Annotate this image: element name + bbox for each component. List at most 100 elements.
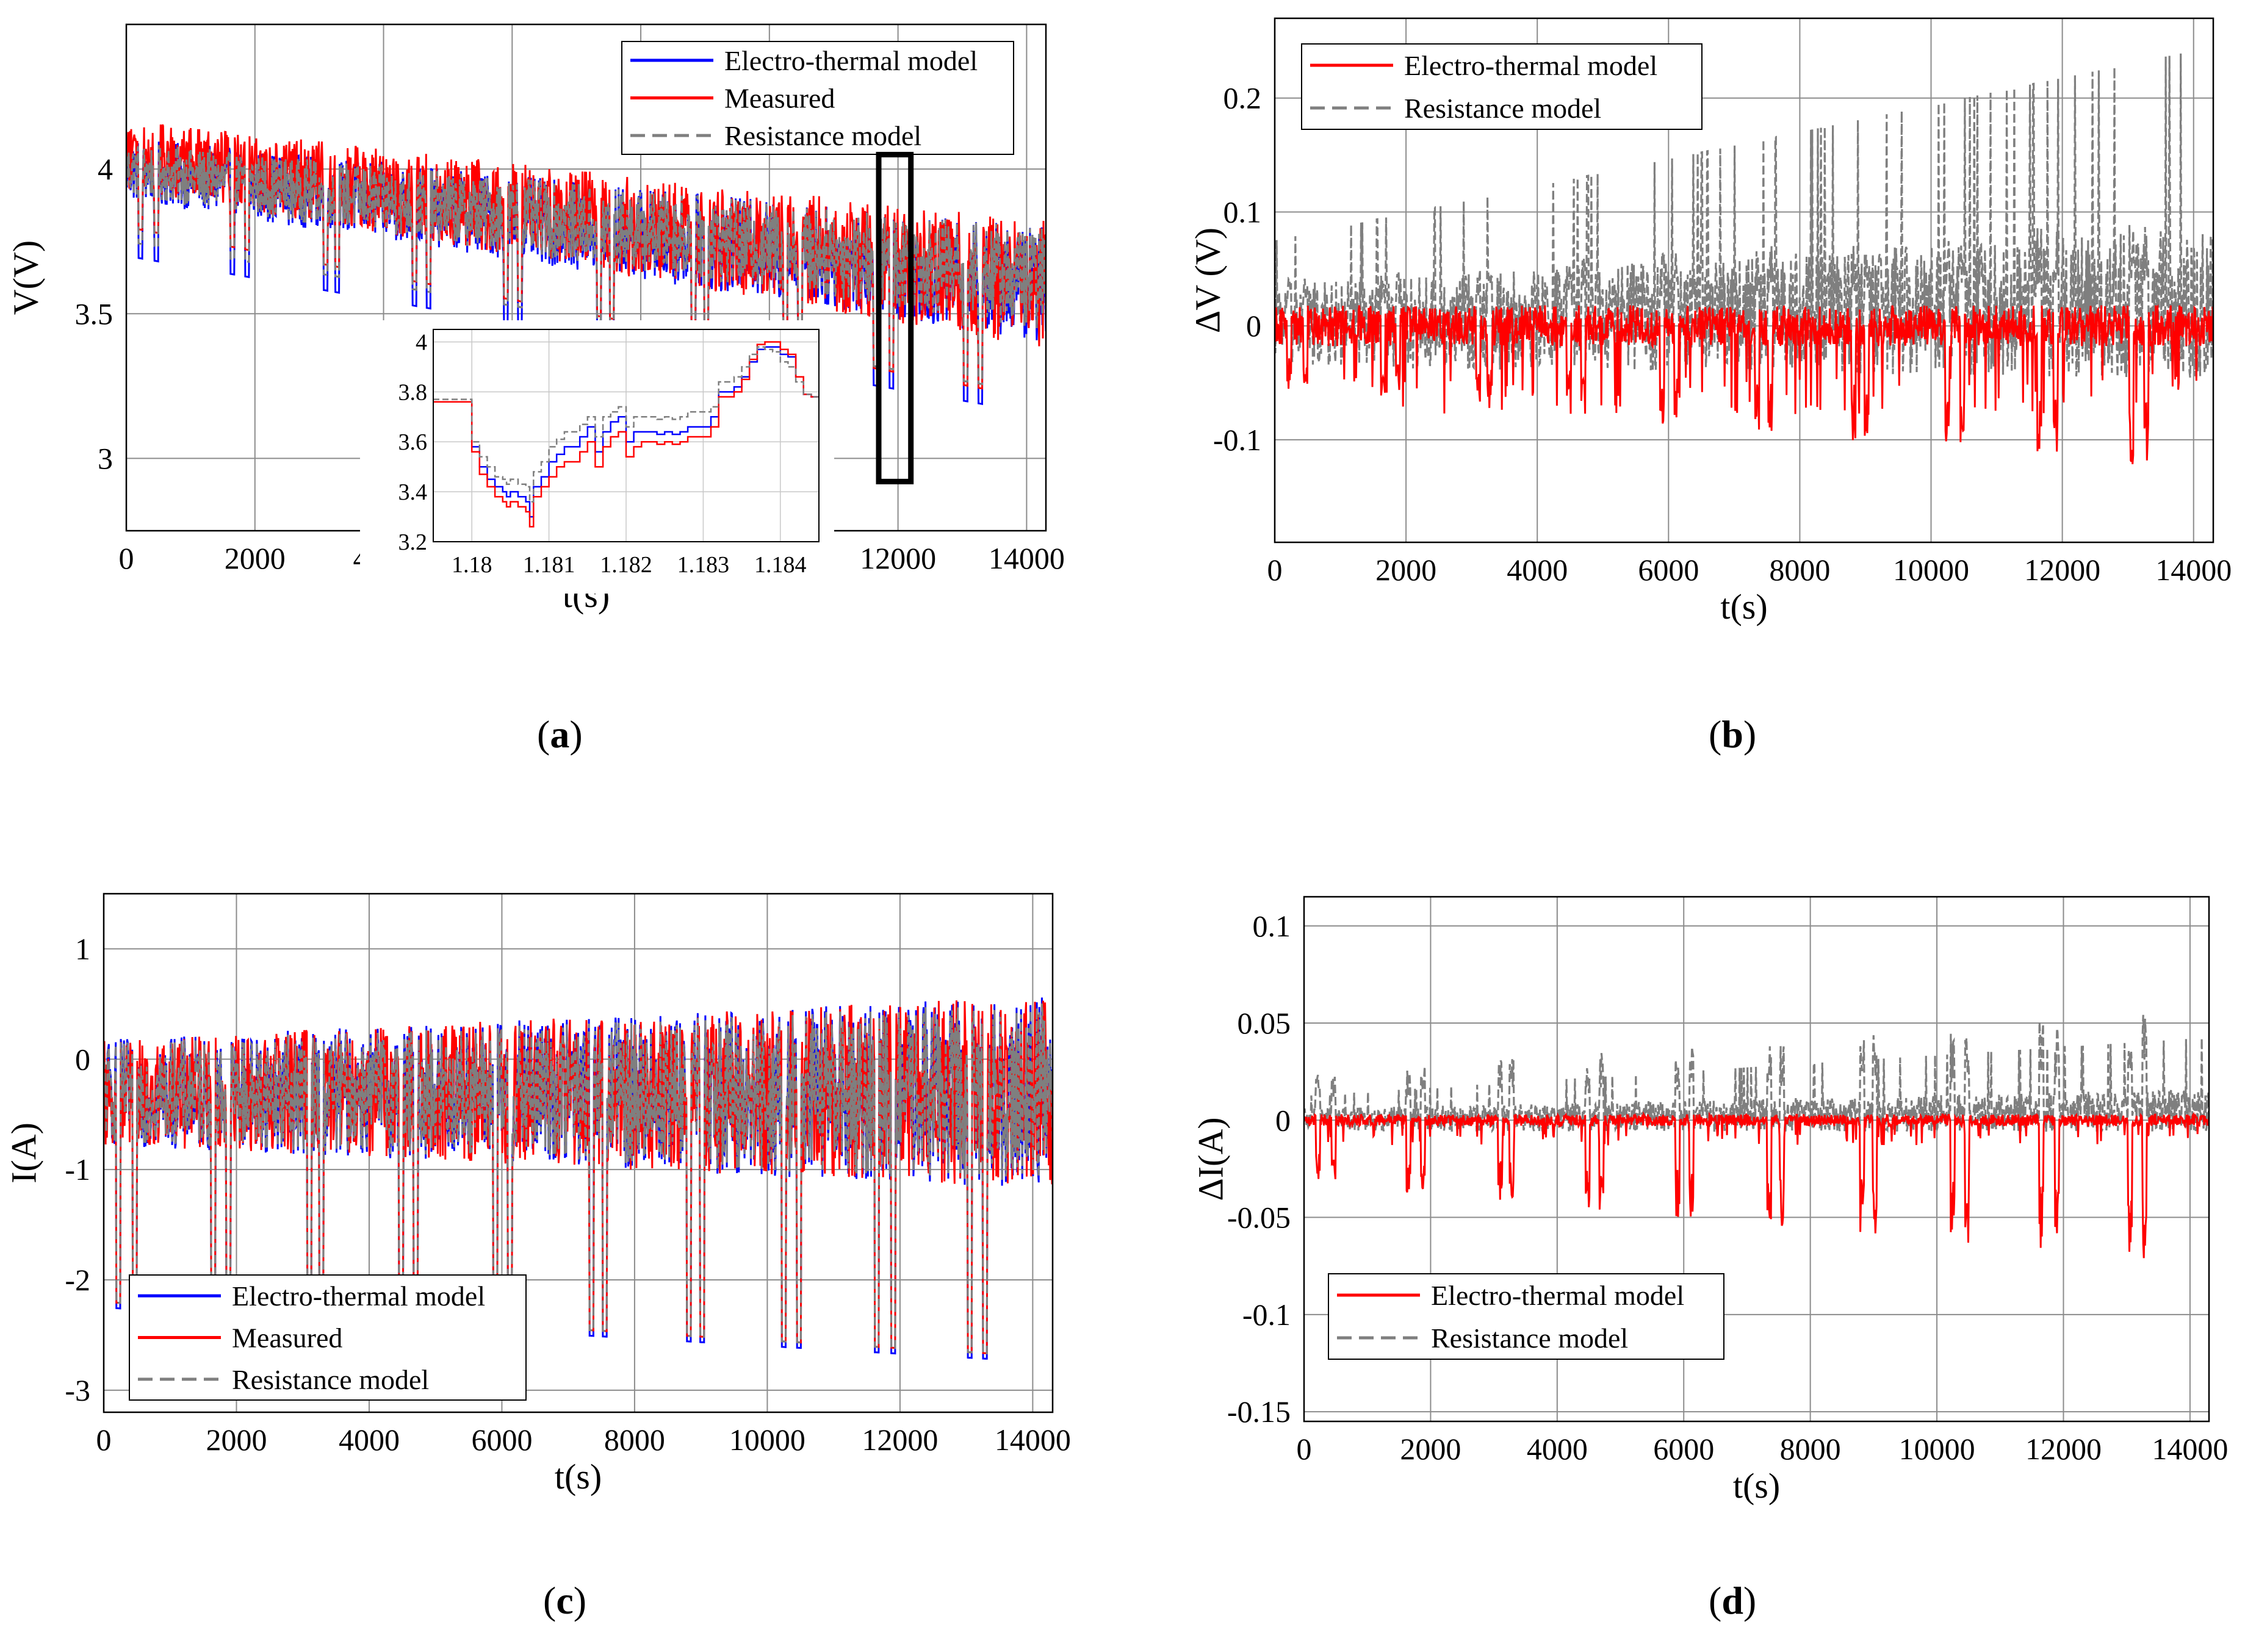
y-tick-label: 3.5 [75,296,114,331]
legend-box [1328,1273,1724,1360]
inset-background [360,320,834,594]
axes-frame [1303,896,2210,1423]
x-axis-label: t(s) [1720,587,1767,627]
x-tick-label: 4000 [339,1423,400,1457]
chart-panel-c: 0 2000 4000 6000 8000 10000 12000 14000 -3 -2 -1 0 1… [4,892,1071,1622]
x-tick-label: 10000 [1899,1432,1975,1466]
x-tick-label: 10000 [729,1423,805,1457]
x-tick-label: 2000 [225,541,286,575]
x-tick-label: 0 [119,541,134,575]
series-line-resistance-model [104,1003,1053,1355]
y-tick-label: 3 [98,441,113,475]
x-tick-label: 0 [1267,553,1283,587]
x-tick-label: 14000 [995,1423,1071,1457]
inset-y-tick-label: 4 [416,329,427,355]
y-tick-label: -1 [65,1152,90,1187]
zoom-region-box [876,151,914,484]
plot-area [104,997,1053,1360]
axes-frame [103,892,1054,1413]
inset-x-tick-label: 1.182 [600,552,652,578]
x-tick-label: 6000 [1653,1432,1714,1466]
plot-area [126,124,1046,406]
panel-label-c: (c) [543,1579,586,1622]
x-tick-label: 14000 [989,541,1065,575]
inset-series-measured [433,341,819,528]
y-tick-label: -3 [65,1373,90,1407]
axes-frame [1274,17,2214,544]
chart-panel-d: 0 2000 4000 6000 8000 10000 12000 14000 -0.15 -0.… [1191,896,2228,1622]
x-tick-label: 2000 [1400,1432,1461,1466]
legend-entry: Electro-thermal model [232,1280,485,1312]
x-axis-label: t(s) [1733,1466,1780,1506]
x-tick-label: 6000 [471,1423,532,1457]
panel-label-b: (b) [1709,713,1756,756]
y-tick-label: 0 [1275,1103,1291,1137]
x-axis-label: t(s) [555,1457,602,1496]
x-tick-label: 8000 [604,1423,665,1457]
y-tick-label: -0.05 [1227,1201,1291,1235]
x-tick-label: 8000 [1769,553,1830,587]
x-tick-label: 14000 [2152,1432,2228,1466]
x-tick-label: 12000 [862,1423,938,1457]
y-axis-label: ΔI(A) [1191,1117,1230,1201]
x-tick-label: 12000 [2025,1432,2102,1466]
plot-area [1304,1015,2209,1259]
inset-frame [433,329,820,542]
y-tick-label: 1 [75,932,90,966]
inset-y-tick-label: 3.2 [398,530,428,555]
x-tick-label: 10000 [1893,553,1969,587]
x-tick-label: 4000 [1507,553,1568,587]
y-tick-label: -2 [65,1263,90,1297]
legend-entry: Electro-thermal model [1404,50,1657,81]
y-tick-label: 0.1 [1253,909,1291,943]
x-tick-label: 12000 [2024,553,2100,587]
legend: Electro-thermal model Measured Resistance … [129,1274,527,1401]
x-tick-label: 2000 [1375,553,1436,587]
inset-x-tick-label: 1.184 [754,552,807,578]
inset-series-resistance-model [433,346,819,503]
x-tick-label: 8000 [1780,1432,1841,1466]
legend-entry: Measured [232,1323,342,1354]
y-tick-label: 0 [1246,309,1261,343]
series-line-resistance-model [1275,53,2213,378]
y-axis-label: V(V) [5,240,45,315]
series-line-resistance-model [126,145,1046,386]
x-tick-label: 2000 [206,1423,267,1457]
x-tick-label: 4000 [1527,1432,1588,1466]
x-tick-label: 0 [1297,1432,1312,1466]
chart-panel-a: 0200040006000800010000120001400033.54t(s… [5,23,1065,756]
inset-x-tick-label: 1.183 [677,552,730,578]
inset-y-tick-label: 3.4 [398,479,428,505]
panel-label-d: (d) [1709,1579,1756,1622]
y-tick-label: 0.1 [1223,195,1262,229]
legend: Electro-thermal model Measured Resistance … [621,41,1014,155]
legend-entry: Resistance model [232,1364,429,1395]
legend-entry: Resistance model [1431,1323,1628,1354]
series-line-electro-thermal-model [1304,1111,2209,1259]
x-tick-label: 0 [96,1423,112,1457]
y-tick-label: -0.15 [1227,1395,1291,1429]
series-line-electro-thermal-model [1275,304,2213,464]
inset-y-tick-label: 3.8 [398,379,428,405]
inset-chart: 1.18 1.181 1.182 1.183 1.184 3.2 3.4 3.6 3.8 4 [360,320,834,594]
legend-entry: Resistance model [1404,93,1601,124]
x-tick-label: 12000 [860,541,936,575]
legend: Electro-thermal model Resistance model [1328,1273,1724,1360]
y-axis-label: I(A) [4,1122,43,1183]
y-tick-label: -0.1 [1242,1298,1291,1332]
y-axis-label: ΔV (V) [1187,228,1227,333]
legend-entry: Electro-thermal model [724,45,978,76]
legend-entry: Electro-thermal model [1431,1280,1684,1311]
series-line-resistance-model [1304,1015,2209,1133]
y-tick-label: 0 [75,1042,90,1076]
legend: Electro-thermal model Resistance model [1301,43,1703,130]
y-tick-label: 4 [98,152,113,186]
legend-box [1301,43,1703,130]
inset-y-tick-label: 3.6 [398,429,428,455]
x-tick-label: 14000 [2155,553,2232,587]
y-tick-label: 0.2 [1223,81,1262,115]
chart-panel-b: 0 2000 4000 6000 8000 10000 12000 14000 -0.1 0 0.1… [1187,17,2232,756]
inset-x-tick-label: 1.181 [523,552,575,578]
legend-entry: Measured [724,83,835,114]
